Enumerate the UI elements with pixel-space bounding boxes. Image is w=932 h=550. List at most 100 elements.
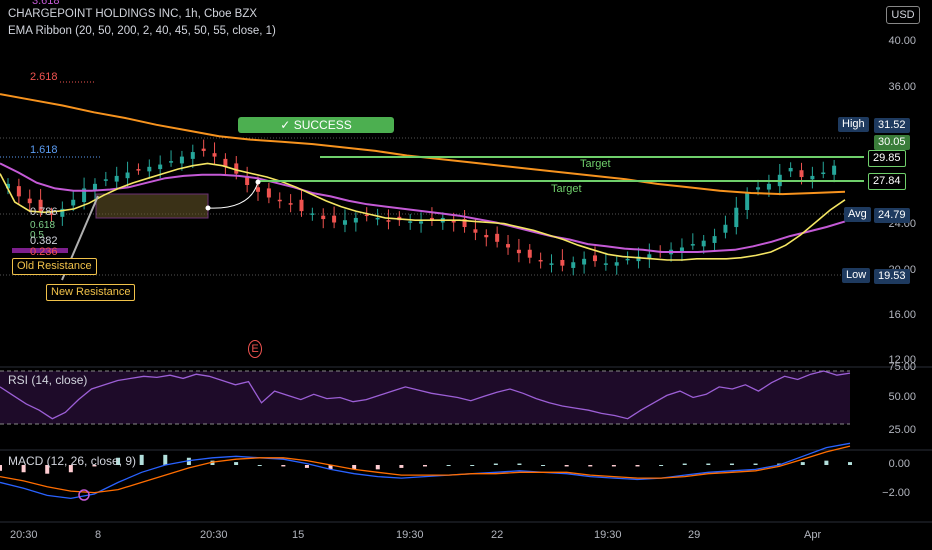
candle-body (136, 169, 141, 171)
candle-body (71, 199, 76, 206)
candle-body (527, 249, 532, 258)
candle-body (158, 164, 163, 170)
time-label-9: Apr (804, 529, 822, 541)
macd-histogram-bar (234, 462, 239, 465)
candle-body (6, 183, 10, 189)
macd-histogram-bar (493, 463, 498, 465)
candle-body (462, 219, 467, 228)
candle-body (169, 161, 174, 163)
fib-0618: 0.618 (30, 220, 56, 231)
fib-0236: 0.236 (30, 246, 58, 258)
candle-body (636, 256, 641, 262)
candle-body (212, 153, 217, 157)
candle-body (190, 152, 195, 159)
rsi-label: RSI (14, close) (8, 373, 88, 387)
macd-histogram-bar (116, 457, 121, 465)
macd-tick-0: 0.00 (888, 458, 910, 470)
macd-signal-line (0, 445, 851, 494)
macd-histogram-bar (257, 465, 262, 466)
ema-slow-line (0, 93, 846, 196)
avg-label: Avg (844, 207, 871, 222)
time-label-7: 19:30 (594, 529, 622, 541)
new-resistance-label: New Resistance (46, 284, 136, 301)
macd-histogram-bar (304, 465, 309, 468)
time-label-6: 22 (491, 529, 504, 541)
candle-body (266, 188, 271, 198)
candle-body (701, 240, 706, 247)
candle-body (103, 179, 108, 181)
macd-histogram-bar (281, 465, 286, 467)
rsi-line (0, 370, 851, 420)
candle-body (712, 236, 717, 243)
success-text: SUCCESS (293, 118, 352, 132)
candle-body (484, 234, 489, 238)
candle-body (799, 170, 804, 178)
macd-histogram-bar (541, 465, 546, 466)
indicator-label: EMA Ribbon (20, 50, 200, 2, 40, 45, 50, … (8, 25, 276, 37)
fib-0786: 0.786 (30, 206, 58, 218)
candle-body (321, 215, 326, 220)
candle-body (27, 198, 32, 204)
candle-body (223, 158, 228, 167)
candle-body (506, 244, 511, 248)
macd-histogram-bar (848, 462, 852, 465)
success-label: ✓ SUCCESS (238, 117, 394, 133)
macd-pane (0, 442, 852, 501)
macd-histogram-bar (139, 454, 144, 465)
macd-histogram-bar (824, 460, 829, 465)
candle-body (342, 220, 347, 225)
macd-histogram-bar (800, 462, 805, 465)
avg-value: 24.79 (874, 208, 910, 223)
rsi-pane (0, 370, 851, 425)
time-label-2: 8 (95, 529, 102, 541)
candle-body (734, 207, 739, 228)
candle-body (38, 199, 43, 212)
price-tick-40: 40.00 (888, 35, 916, 47)
candle-body (766, 183, 771, 190)
candle-body (419, 221, 424, 224)
price-tag-2: 29.85 (868, 150, 906, 167)
candle-body (821, 172, 826, 175)
macd-histogram-bar (21, 465, 26, 473)
rsi-tick-75: 75.00 (888, 361, 916, 373)
macd-histogram-bar (210, 460, 215, 465)
macd-histogram-bar (729, 463, 734, 465)
candle-body (125, 172, 130, 179)
macd-histogram-bar (659, 465, 664, 466)
candle-body (756, 187, 761, 190)
candle-body (201, 148, 206, 151)
candle-body (549, 263, 554, 265)
macd-histogram-bar (777, 463, 782, 465)
macd-histogram-bar (446, 465, 451, 466)
fib-05: 0.5 (30, 230, 44, 241)
macd-histogram-bar (611, 465, 616, 467)
chart-title: CHARGEPOINT HOLDINGS INC, 1h, Cboe BZX (8, 8, 258, 20)
macd-histogram-bar (0, 465, 2, 471)
price-tick-16: 16.00 (888, 309, 916, 321)
candle-body (473, 229, 478, 233)
candle-body (234, 163, 239, 174)
fib-3618: 3.618 (32, 0, 60, 7)
candle-body (92, 183, 97, 191)
candle-body (723, 224, 728, 233)
earnings-marker[interactable]: E (248, 340, 262, 358)
target-label-1: Target (580, 158, 611, 170)
currency-button[interactable]: USD (886, 6, 920, 24)
candle-body (429, 217, 434, 221)
high-label: High (838, 117, 869, 132)
candle-body (647, 254, 652, 259)
candle-body (592, 255, 597, 262)
candle-body (516, 249, 521, 254)
candle-body (571, 262, 576, 268)
low-value: 19.53 (874, 269, 910, 284)
macd-histogram-bar (682, 463, 687, 465)
candle-body (408, 221, 413, 223)
macd-histogram-bar (399, 465, 404, 468)
candle-body (82, 188, 87, 203)
ema-mid-line (0, 162, 846, 253)
candle-body (179, 156, 184, 164)
candle-body (299, 199, 304, 212)
candle-body (582, 258, 587, 265)
candle-body (245, 175, 250, 185)
